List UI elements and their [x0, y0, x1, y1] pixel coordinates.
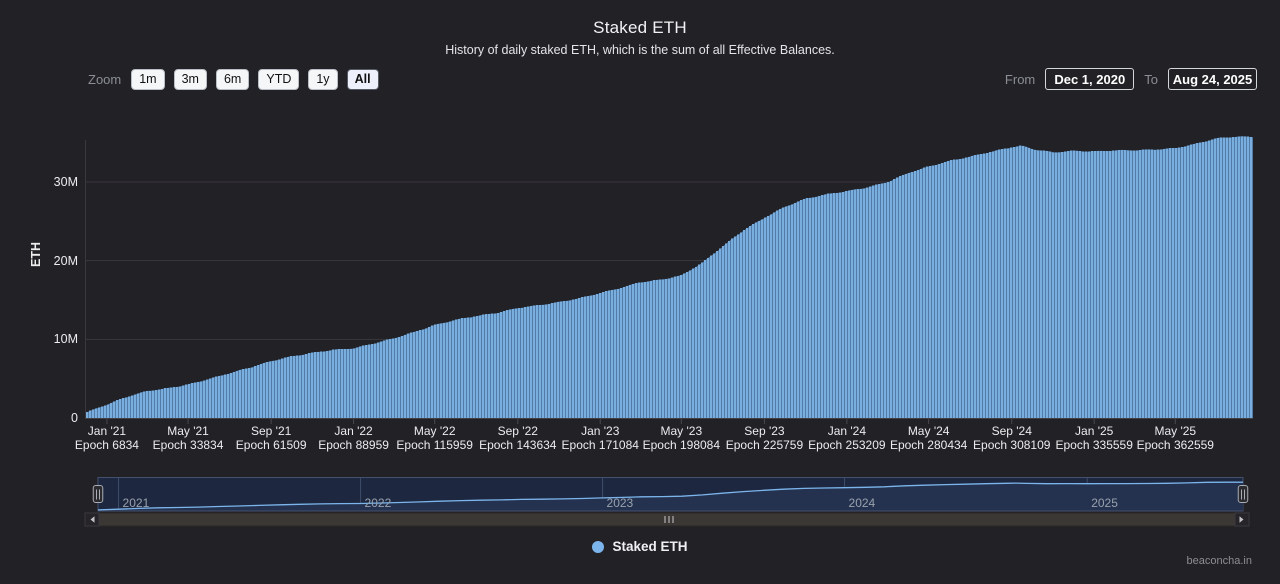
x-axis-tick-label: May '22 Epoch 115959 — [387, 424, 483, 452]
legend-label: Staked ETH — [612, 539, 688, 554]
navigator-year-label: 2024 — [848, 496, 876, 510]
x-axis-tick-label: May '23 Epoch 198084 — [633, 424, 729, 452]
x-tick-epoch: Epoch 115959 — [396, 438, 473, 452]
x-axis-tick-label: Jan '23 Epoch 171084 — [552, 424, 648, 452]
x-tick-epoch: Epoch 308109 — [973, 438, 1051, 452]
chart-plot-area[interactable] — [86, 110, 1253, 418]
x-tick-date: Sep '22 — [497, 424, 538, 438]
y-axis-tick-label: 10M — [53, 332, 78, 347]
y-axis-tick-label: 0 — [71, 411, 78, 425]
x-axis-tick-label: Sep '22 Epoch 143634 — [470, 424, 566, 452]
x-tick-date: May '21 — [167, 424, 209, 438]
zoom-button-ytd[interactable]: YTD — [258, 68, 300, 90]
navigator-year-label: 2022 — [364, 496, 392, 510]
zoom-buttons: 1m 3m 6m YTD 1y All — [131, 68, 379, 90]
x-axis-tick-label: Sep '21 Epoch 61509 — [223, 424, 319, 452]
y-axis-tick-label: 30M — [53, 174, 78, 189]
x-axis-tick-label: May '21 Epoch 33834 — [140, 424, 236, 452]
navigator-left-handle[interactable] — [93, 485, 104, 503]
scrollbar-left-button[interactable] — [85, 513, 99, 526]
navigator-range-area[interactable] — [98, 478, 1243, 511]
x-tick-date: Jan '21 — [87, 424, 127, 438]
from-label: From — [1004, 71, 1036, 87]
x-tick-epoch: Epoch 88959 — [318, 438, 389, 452]
x-tick-epoch: Epoch 6834 — [74, 438, 139, 452]
x-tick-date: May '23 — [660, 424, 703, 438]
x-tick-epoch: Epoch 280434 — [889, 438, 968, 452]
x-axis-tick-label: Sep '24 Epoch 308109 — [964, 424, 1060, 452]
navigator-right-handle[interactable] — [1238, 485, 1249, 503]
y-axis-tick-label: 20M — [53, 253, 78, 268]
x-tick-date: May '22 — [413, 424, 456, 438]
x-axis-tick-label: Jan '21 Epoch 6834 — [59, 424, 155, 452]
x-axis-tick-label: Jan '25 Epoch 335559 — [1046, 424, 1142, 452]
x-tick-epoch: Epoch 335559 — [1055, 438, 1133, 452]
x-tick-date: Jan '25 — [1075, 424, 1114, 438]
from-date-input[interactable] — [1045, 68, 1135, 90]
x-axis-tick-label: Jan '22 Epoch 88959 — [306, 424, 402, 452]
scrollbar-right-button[interactable] — [1235, 513, 1249, 526]
x-tick-date: Jan '24 — [827, 424, 867, 438]
zoom-button-3m[interactable]: 3m — [173, 68, 207, 90]
x-tick-date: Jan '22 — [334, 424, 373, 438]
legend-item-staked-eth[interactable]: Staked ETH — [0, 539, 1280, 554]
legend-marker-icon — [592, 540, 605, 553]
page-subtitle: History of daily staked ETH, which is th… — [445, 43, 835, 57]
zoom-preset-group: Zoom 1m 3m 6m YTD 1y All — [88, 68, 379, 90]
x-tick-date: May '25 — [1154, 424, 1197, 438]
x-tick-epoch: Epoch 33834 — [152, 438, 224, 452]
zoom-button-1y[interactable]: 1y — [308, 68, 338, 90]
x-axis-tick-label: May '25 Epoch 362559 — [1127, 424, 1223, 452]
to-label: To — [1144, 71, 1158, 87]
date-range-group: From To — [1005, 68, 1257, 90]
x-tick-epoch: Epoch 143634 — [479, 438, 557, 452]
x-axis-tick-label: Jan '24 Epoch 253209 — [799, 424, 895, 452]
scrollbar-thumb[interactable] — [99, 513, 1235, 526]
x-tick-date: Sep '23 — [744, 424, 785, 438]
x-tick-epoch: Epoch 362559 — [1136, 438, 1214, 452]
x-axis-tick-label: May '24 Epoch 280434 — [881, 424, 977, 452]
zoom-button-6m[interactable]: 6m — [215, 68, 250, 90]
x-tick-epoch: Epoch 61509 — [235, 438, 307, 452]
zoom-button-1m[interactable]: 1m — [131, 68, 165, 90]
zoom-label: Zoom — [88, 71, 122, 87]
navigator-year-label: 2023 — [606, 496, 634, 510]
navigator-year-label: 2025 — [1091, 496, 1118, 510]
zoom-button-all[interactable]: All — [346, 68, 379, 90]
watermark: beaconcha.in — [1186, 555, 1252, 567]
x-tick-date: May '24 — [907, 424, 950, 438]
x-tick-epoch: Epoch 253209 — [808, 438, 886, 452]
x-tick-date: Sep '21 — [250, 424, 292, 438]
x-tick-epoch: Epoch 171084 — [561, 438, 639, 452]
navigator-year-label: 2021 — [122, 496, 150, 510]
x-tick-epoch: Epoch 225759 — [725, 438, 804, 452]
page-title: Staked ETH — [593, 18, 687, 37]
x-axis-tick-label: Sep '23 Epoch 225759 — [716, 424, 812, 452]
x-tick-date: Sep '24 — [991, 424, 1032, 438]
x-tick-epoch: Epoch 198084 — [642, 438, 721, 452]
x-tick-date: Jan '23 — [581, 424, 620, 438]
to-date-input[interactable] — [1168, 68, 1257, 90]
